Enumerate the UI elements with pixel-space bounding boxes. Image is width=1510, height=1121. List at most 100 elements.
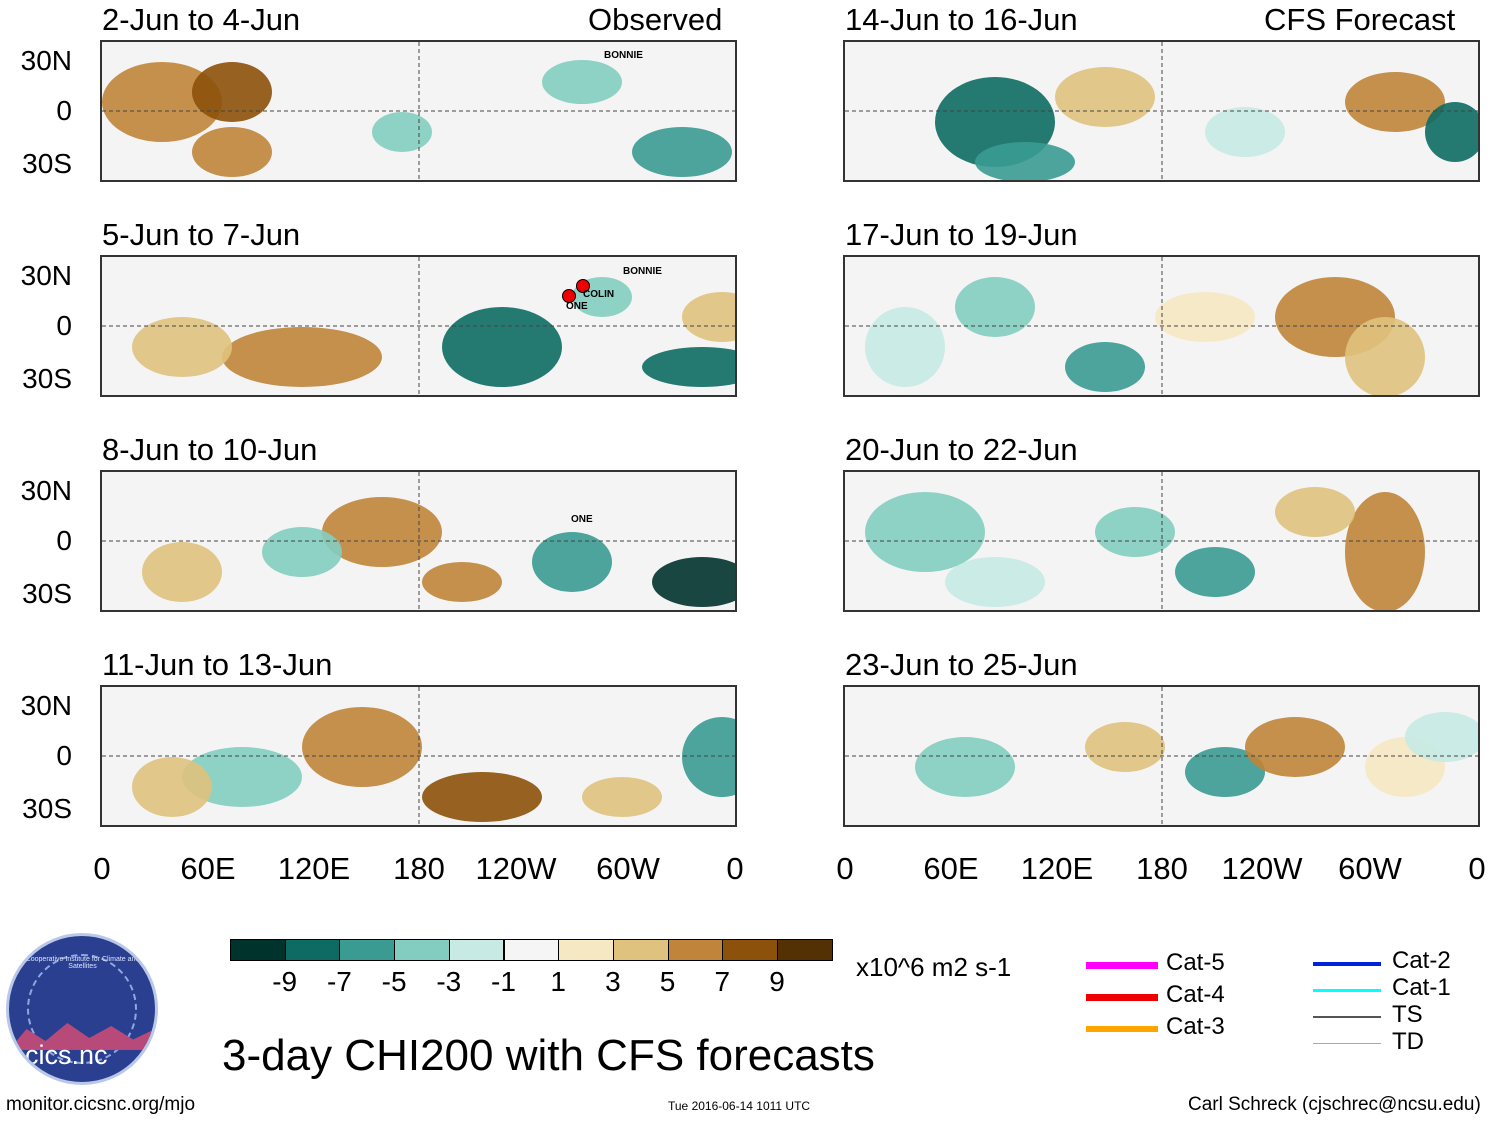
x-tick: 180 bbox=[393, 851, 445, 886]
y-tick-0: 0 bbox=[56, 95, 72, 126]
colorbar-box bbox=[722, 939, 778, 961]
anomaly-blob bbox=[442, 307, 562, 387]
x-tick: 120W bbox=[1221, 851, 1303, 886]
anomaly-blob bbox=[1425, 102, 1478, 162]
map-panel bbox=[100, 685, 737, 827]
colorbar-units: x10^6 m2 s-1 bbox=[856, 952, 1012, 982]
anomaly-blob bbox=[422, 772, 542, 822]
anomaly-blob bbox=[865, 492, 985, 572]
logo-ring-text: Cooperative Institute for Climate and Sa… bbox=[25, 956, 140, 970]
logo-text: cics.nc bbox=[25, 1040, 108, 1070]
panel-fields bbox=[845, 687, 1478, 825]
legend-label: Cat-1 bbox=[1392, 974, 1451, 1001]
td-line bbox=[1313, 1043, 1381, 1044]
anomaly-blob bbox=[682, 292, 735, 342]
colorbar-box bbox=[612, 939, 669, 961]
panel-title: 17-Jun to 19-Jun bbox=[845, 217, 1078, 252]
anomaly-blob bbox=[192, 127, 272, 177]
y-tick-30s: 30S bbox=[22, 363, 72, 394]
panel-title: 8-Jun to 10-Jun bbox=[102, 432, 318, 467]
legend-label: TD bbox=[1392, 1028, 1424, 1055]
storm-label: ONE bbox=[566, 301, 588, 312]
y-tick-30n: 30N bbox=[20, 690, 72, 721]
x-tick: 120W bbox=[475, 851, 557, 886]
colorbar-label: 9 bbox=[769, 966, 785, 997]
footer-timestamp: Tue 2016-06-14 1011 UTC bbox=[668, 1099, 811, 1113]
cat3-line bbox=[1086, 1026, 1158, 1032]
colorbar-label: 7 bbox=[714, 966, 731, 997]
colorbar-label: 1 bbox=[550, 966, 566, 997]
anomaly-blob bbox=[142, 542, 222, 602]
colorbar-label: -5 bbox=[381, 966, 407, 997]
colorbar-label: -7 bbox=[326, 966, 352, 997]
colorbar-label: 3 bbox=[605, 966, 621, 997]
panel-fields bbox=[845, 472, 1478, 610]
anomaly-blob bbox=[222, 327, 382, 387]
x-tick: 180 bbox=[1136, 851, 1188, 886]
map-panel: BONNIE COLIN ONE bbox=[100, 255, 737, 397]
y-tick-30s: 30S bbox=[22, 793, 72, 824]
anomaly-blob bbox=[1095, 507, 1175, 557]
anomaly-blob bbox=[1175, 547, 1255, 597]
anomaly-blob bbox=[422, 562, 502, 602]
logo-ring bbox=[27, 954, 137, 1064]
legend-label: Cat-4 bbox=[1166, 981, 1225, 1008]
y-tick-0: 0 bbox=[56, 310, 72, 341]
map-panel bbox=[843, 40, 1480, 182]
anomaly-blob bbox=[1155, 292, 1255, 342]
x-tick: 0 bbox=[1468, 851, 1486, 886]
panel-fields bbox=[102, 472, 735, 610]
footer-author: Carl Schreck (cjschrec@ncsu.edu) bbox=[1188, 1094, 1481, 1115]
anomaly-blob bbox=[1405, 712, 1478, 762]
page-title: 3-day CHI200 with CFS forecasts bbox=[222, 1031, 875, 1080]
colorbar-box bbox=[339, 939, 396, 961]
storm-label: BONNIE bbox=[623, 266, 662, 277]
anomaly-blob bbox=[642, 347, 735, 387]
storm-marker bbox=[576, 279, 590, 293]
anomaly-blob bbox=[975, 142, 1075, 180]
anomaly-blob bbox=[1345, 317, 1425, 395]
anomaly-blob bbox=[1245, 717, 1345, 777]
anomaly-blob bbox=[1275, 487, 1355, 537]
anomaly-blob bbox=[1345, 492, 1425, 610]
anomaly-blob bbox=[632, 127, 732, 177]
x-tick: 60W bbox=[596, 851, 660, 886]
panel-title: 20-Jun to 22-Jun bbox=[845, 432, 1078, 467]
colorbar-box bbox=[448, 939, 505, 961]
x-tick: 0 bbox=[836, 851, 854, 886]
map-panel: ONE bbox=[100, 470, 737, 612]
x-tick: 60W bbox=[1338, 851, 1402, 886]
colorbar-label: -1 bbox=[491, 966, 516, 997]
anomaly-blob bbox=[132, 757, 212, 817]
anomaly-blob bbox=[1205, 107, 1285, 157]
anomaly-blob bbox=[1345, 72, 1445, 132]
panel-title: 5-Jun to 7-Jun bbox=[102, 217, 301, 252]
colorbar-box bbox=[394, 939, 450, 961]
y-tick-0: 0 bbox=[56, 525, 72, 556]
panel-fields bbox=[102, 687, 735, 825]
anomaly-blob bbox=[582, 777, 662, 817]
colorbar-label: 5 bbox=[659, 966, 676, 997]
colorbar-label: -9 bbox=[272, 966, 298, 997]
anomaly-blob bbox=[542, 60, 622, 104]
storm-label: BONNIE bbox=[604, 50, 643, 61]
y-tick-30s: 30S bbox=[22, 578, 72, 609]
colorbar-box bbox=[230, 939, 286, 961]
anomaly-blob bbox=[302, 707, 422, 787]
anomaly-blob bbox=[102, 62, 222, 142]
panel-fields bbox=[102, 42, 735, 180]
panel-fields bbox=[102, 257, 735, 395]
colorbar-box bbox=[777, 939, 833, 961]
y-tick-30n: 30N bbox=[20, 260, 72, 291]
map-panel: BONNIE bbox=[100, 40, 737, 182]
panel-title: 23-Jun to 25-Jun bbox=[845, 647, 1078, 682]
panel-fields bbox=[845, 42, 1478, 180]
y-tick-30n: 30N bbox=[20, 45, 72, 76]
storm-marker bbox=[562, 289, 576, 303]
anomaly-blob bbox=[192, 62, 272, 122]
ts-line bbox=[1313, 1016, 1381, 1018]
anomaly-blob bbox=[532, 532, 612, 592]
anomaly-blob bbox=[865, 307, 945, 387]
panel-title: 14-Jun to 16-Jun bbox=[845, 2, 1078, 37]
colorbar-box bbox=[558, 939, 614, 961]
